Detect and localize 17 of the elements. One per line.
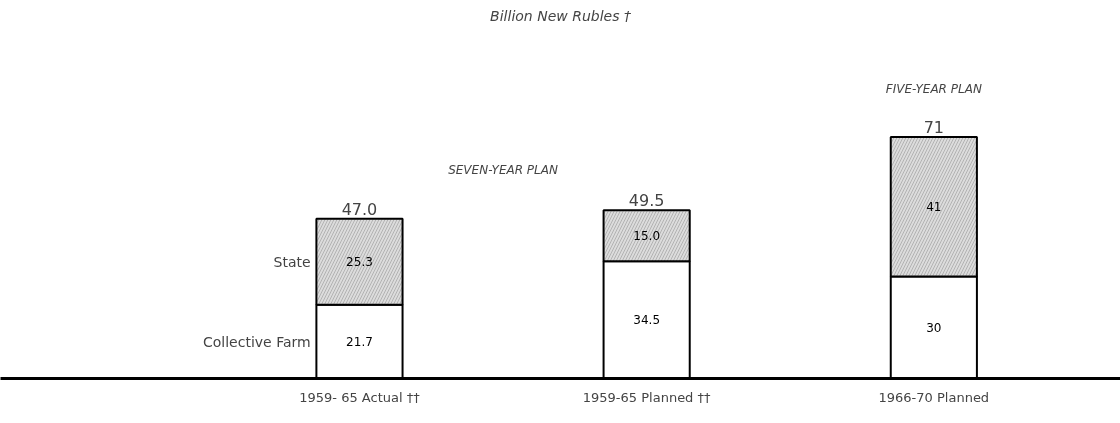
series-label: State <box>273 253 311 270</box>
annotation: SEVEN-YEAR PLAN <box>448 162 558 177</box>
data-label: 21.7 <box>346 335 373 350</box>
total-label: 71 <box>923 118 945 138</box>
total-label: 47.0 <box>341 199 378 219</box>
x-tick-label: 1959- 65 Actual †† <box>299 389 421 405</box>
total-label: 49.5 <box>628 191 665 211</box>
data-label: 34.5 <box>633 313 661 328</box>
data-label: 30 <box>926 321 942 335</box>
x-tick-label: 1959-65 Planned †† <box>582 389 712 405</box>
data-label: 15.0 <box>633 229 661 244</box>
text: FIVE-YEAR PLAN <box>885 82 982 97</box>
data-label: 41 <box>926 200 942 215</box>
series-label: Collective Farm <box>203 333 311 350</box>
x-tick-label: 1966-70 Planned <box>878 389 990 405</box>
chart-title: Billion New Rubles † <box>490 7 632 24</box>
data-label: 25.3 <box>346 255 373 270</box>
